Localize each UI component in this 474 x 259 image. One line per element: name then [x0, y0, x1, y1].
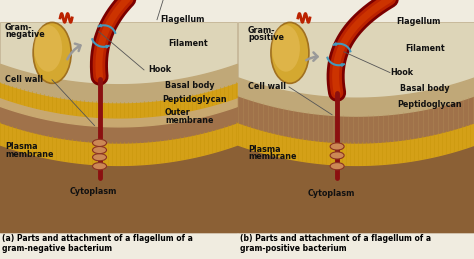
Text: Basal body: Basal body [165, 81, 215, 90]
Text: Cytoplasm: Cytoplasm [308, 189, 356, 198]
Text: Hook: Hook [390, 68, 413, 77]
Text: Filament: Filament [168, 39, 208, 48]
Text: Cytoplasm: Cytoplasm [70, 187, 118, 196]
Text: (a) Parts and attachment of a flagellum of a
gram-negative bacterium: (a) Parts and attachment of a flagellum … [2, 234, 193, 253]
Text: Gram-: Gram- [248, 26, 275, 35]
Text: Basal body: Basal body [400, 84, 450, 93]
Ellipse shape [272, 25, 300, 72]
Text: Plasma: Plasma [5, 142, 37, 152]
Ellipse shape [34, 25, 62, 72]
Text: positive: positive [248, 33, 284, 42]
Bar [238, 21, 474, 232]
Text: Cell wall: Cell wall [5, 75, 43, 84]
Ellipse shape [92, 154, 107, 161]
Text: Hook: Hook [148, 66, 171, 74]
Ellipse shape [92, 147, 107, 154]
Text: Outer: Outer [165, 109, 191, 117]
Bar [0, 21, 237, 232]
Ellipse shape [330, 152, 344, 159]
Text: Cell wall: Cell wall [248, 82, 286, 91]
Ellipse shape [330, 163, 344, 170]
Text: (b) Parts and attachment of a flagellum of a
gram-positive bacterium: (b) Parts and attachment of a flagellum … [240, 234, 431, 253]
Text: Peptidoglycan: Peptidoglycan [162, 95, 227, 104]
Ellipse shape [92, 139, 107, 147]
Ellipse shape [330, 143, 344, 150]
Text: negative: negative [5, 31, 45, 39]
Text: Peptidoglycan: Peptidoglycan [397, 100, 462, 109]
Text: Filament: Filament [405, 44, 445, 53]
Text: Flagellum: Flagellum [160, 15, 204, 24]
Text: membrane: membrane [165, 116, 213, 125]
Text: Gram-: Gram- [5, 23, 33, 32]
Text: membrane: membrane [248, 152, 297, 161]
Text: membrane: membrane [5, 150, 54, 159]
Text: Flagellum: Flagellum [396, 17, 440, 26]
Ellipse shape [92, 163, 107, 170]
Ellipse shape [271, 23, 309, 83]
Text: Plasma: Plasma [248, 145, 281, 154]
Ellipse shape [33, 23, 71, 83]
